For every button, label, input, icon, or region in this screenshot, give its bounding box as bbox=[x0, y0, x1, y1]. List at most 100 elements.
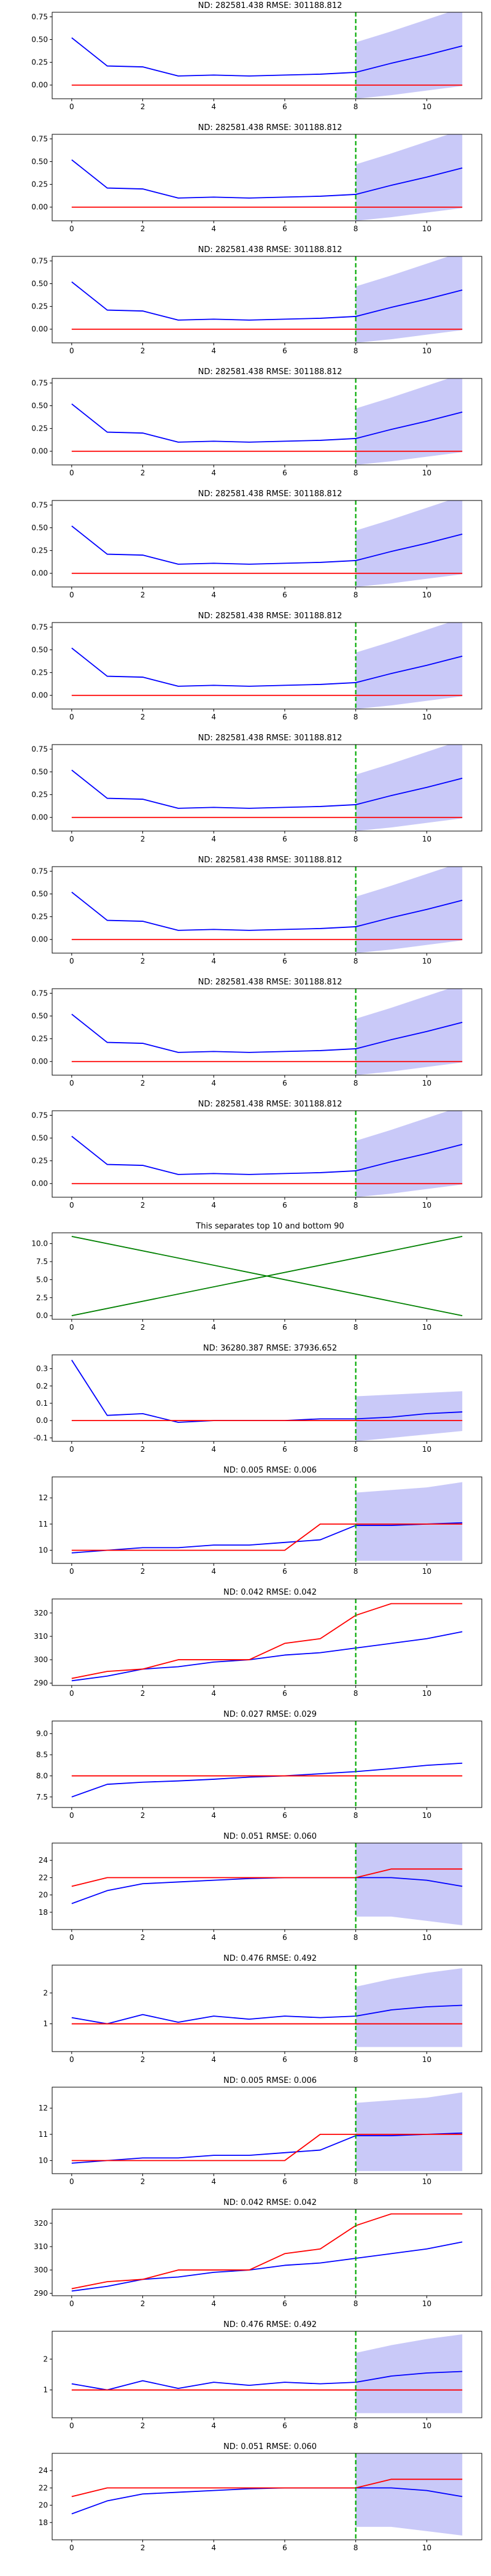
axes-frame bbox=[52, 12, 482, 99]
x-tick: 4 bbox=[211, 1930, 216, 1942]
x-tick: 0 bbox=[69, 831, 74, 843]
y-tick-label: 20 bbox=[39, 2501, 48, 2510]
x-tick: 8 bbox=[354, 2296, 358, 2308]
x-tick: 4 bbox=[211, 465, 216, 477]
x-tick: 6 bbox=[282, 2296, 287, 2308]
x-tick-label: 2 bbox=[141, 2421, 145, 2430]
x-tick: 8 bbox=[354, 1563, 358, 1576]
forecast-series-line bbox=[71, 37, 463, 77]
x-tick-label: 8 bbox=[354, 1445, 358, 1454]
x-tick-label: 0 bbox=[69, 469, 74, 477]
y-tick-label: 0.25 bbox=[31, 424, 48, 433]
x-tick: 6 bbox=[282, 99, 287, 111]
y-tick: 0.50 bbox=[31, 402, 52, 410]
x-tick-label: 0 bbox=[69, 1567, 74, 1576]
y-tick-label: 0.75 bbox=[31, 1111, 48, 1119]
prediction-interval-band bbox=[355, 623, 463, 709]
plot-area bbox=[71, 1477, 463, 1563]
chart-title: ND: 0.051 RMSE: 0.060 bbox=[223, 1832, 317, 1841]
axes-frame bbox=[52, 744, 482, 832]
plot-area bbox=[71, 1235, 463, 1317]
x-tick-label: 10 bbox=[422, 591, 431, 599]
x-tick: 0 bbox=[69, 465, 74, 477]
x-tick: 0 bbox=[69, 1319, 74, 1332]
chart-title: ND: 0.476 RMSE: 0.492 bbox=[223, 2320, 317, 2329]
plot-area bbox=[71, 378, 463, 465]
x-tick: 6 bbox=[282, 1441, 287, 1454]
x-tick: 6 bbox=[282, 2052, 287, 2064]
chart-title: ND: 282581.438 RMSE: 301188.812 bbox=[198, 245, 342, 255]
x-tick: 2 bbox=[141, 99, 145, 111]
y-tick-label: 18 bbox=[39, 2518, 48, 2527]
chart-panel: ND: 0.051 RMSE: 0.060 0 2 4 6 8 10 18 20 22 24 bbox=[0, 1831, 491, 1953]
y-tick: 0.2 bbox=[36, 1382, 52, 1390]
x-tick-label: 8 bbox=[354, 2055, 358, 2064]
x-tick: 8 bbox=[354, 2540, 358, 2552]
chart-panel: ND: 0.027 RMSE: 0.029 0 2 4 6 8 10 7.5 8.0 8.5 9.0 bbox=[0, 1709, 491, 1831]
x-tick: 4 bbox=[211, 99, 216, 111]
axes-frame bbox=[52, 2209, 482, 2296]
y-tick: 7.5 bbox=[36, 1793, 52, 1801]
plot-area bbox=[71, 1111, 463, 1197]
axes-frame bbox=[52, 134, 482, 221]
x-tick-label: 4 bbox=[211, 713, 216, 721]
chart-title: ND: 282581.438 RMSE: 301188.812 bbox=[198, 489, 342, 499]
plot-area bbox=[71, 2331, 463, 2418]
chart-panel: ND: 0.042 RMSE: 0.042 0 2 4 6 8 10 290 300 310 320 bbox=[0, 1587, 491, 1709]
y-tick: 0.00 bbox=[31, 813, 52, 822]
x-tick: 10 bbox=[422, 2418, 431, 2430]
x-tick: 2 bbox=[141, 831, 145, 843]
y-tick: 20 bbox=[39, 2501, 52, 2510]
x-tick: 0 bbox=[69, 709, 74, 721]
x-tick-label: 4 bbox=[211, 1811, 216, 1820]
x-tick-label: 6 bbox=[282, 2055, 287, 2064]
x-tick: 0 bbox=[69, 953, 74, 965]
y-tick-label: 2 bbox=[43, 2355, 48, 2363]
chart-svg: 0 2 4 6 8 10 0.00 0.25 0.50 0.75 bbox=[31, 134, 482, 233]
x-tick-label: 8 bbox=[354, 1567, 358, 1576]
y-tick: 0.25 bbox=[31, 1035, 52, 1043]
x-tick: 6 bbox=[282, 2418, 287, 2430]
x-tick-label: 0 bbox=[69, 1689, 74, 1698]
x-tick: 8 bbox=[354, 465, 358, 477]
x-tick-label: 4 bbox=[211, 2055, 216, 2064]
y-tick: 2 bbox=[43, 1988, 52, 1997]
y-tick-label: 0.25 bbox=[31, 669, 48, 677]
x-tick-label: 10 bbox=[422, 2177, 431, 2186]
x-tick: 0 bbox=[69, 1441, 74, 1454]
x-tick: 0 bbox=[69, 2540, 74, 2552]
x-tick: 10 bbox=[422, 831, 431, 843]
chart-svg: 0 2 4 6 8 10 0.00 0.25 0.50 0.75 bbox=[31, 256, 482, 355]
y-tick-label: 1 bbox=[43, 2020, 48, 2028]
y-tick: 8.5 bbox=[36, 1750, 52, 1759]
x-tick: 6 bbox=[282, 2540, 287, 2552]
x-tick-label: 4 bbox=[211, 224, 216, 233]
x-tick: 4 bbox=[211, 343, 216, 355]
x-tick: 6 bbox=[282, 709, 287, 721]
y-tick-label: 0.25 bbox=[31, 302, 48, 311]
x-tick-label: 6 bbox=[282, 2543, 287, 2552]
x-tick-label: 8 bbox=[354, 1811, 358, 1820]
y-tick-label: 2.5 bbox=[36, 1294, 48, 1302]
x-tick-label: 10 bbox=[422, 102, 431, 111]
x-tick-label: 4 bbox=[211, 2299, 216, 2308]
x-tick-label: 0 bbox=[69, 1079, 74, 1087]
prediction-interval-band bbox=[355, 378, 463, 465]
y-tick: 0.25 bbox=[31, 424, 52, 433]
x-tick: 4 bbox=[211, 2052, 216, 2064]
actual-series-line bbox=[71, 2213, 463, 2290]
x-tick-label: 4 bbox=[211, 102, 216, 111]
x-tick: 0 bbox=[69, 1807, 74, 1820]
x-tick-label: 2 bbox=[141, 2299, 145, 2308]
x-tick-label: 6 bbox=[282, 2421, 287, 2430]
y-tick-label: 20 bbox=[39, 1891, 48, 1899]
y-tick: 12 bbox=[39, 1493, 52, 1502]
x-tick-label: 4 bbox=[211, 1567, 216, 1576]
axes-frame bbox=[52, 1476, 482, 1564]
axes-frame bbox=[52, 1720, 482, 1808]
x-tick-label: 4 bbox=[211, 2177, 216, 2186]
x-tick-label: 8 bbox=[354, 1933, 358, 1942]
y-tick-label: 10 bbox=[39, 2156, 48, 2165]
